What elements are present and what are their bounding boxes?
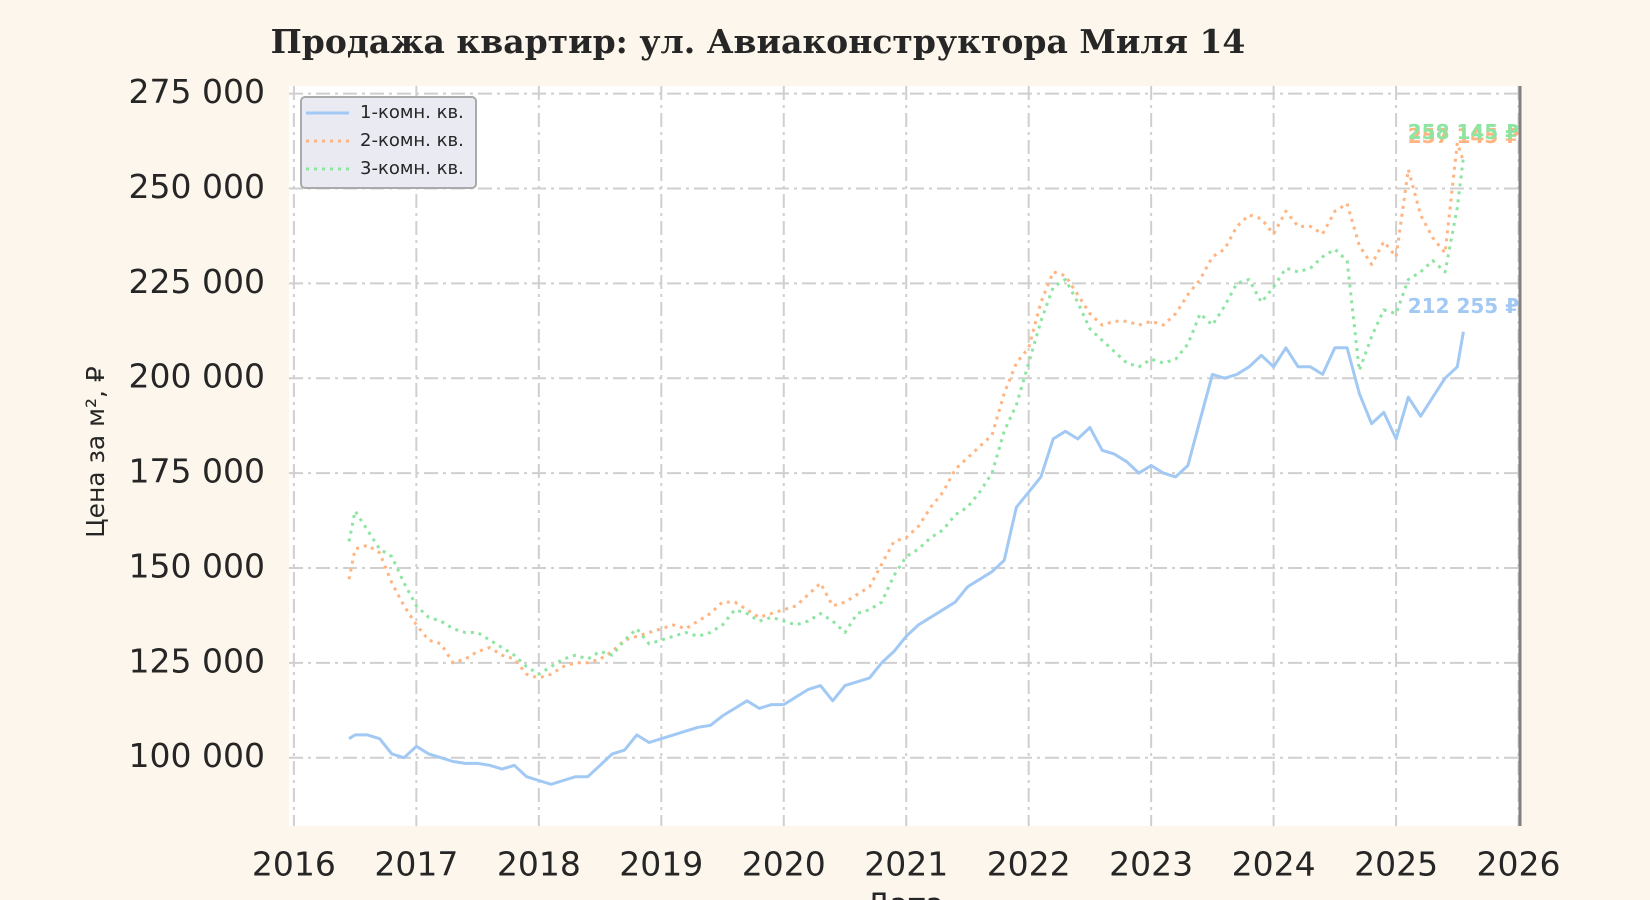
x-tick-label: 2022: [987, 845, 1071, 884]
x-tick-label: 2018: [497, 845, 581, 884]
x-tick-label: 2020: [742, 845, 826, 884]
lines: [347, 141, 1465, 786]
y-tick-label: 100 000: [129, 736, 265, 775]
end-label: 212 255 ₽: [1408, 294, 1519, 318]
x-tick-label: 2025: [1354, 845, 1438, 884]
x-tick-label: 2016: [252, 845, 336, 884]
series-line: [348, 331, 1465, 786]
y-tick-label: 250 000: [129, 167, 265, 206]
x-tick-label: 2019: [619, 845, 703, 884]
x-tick-label: 2017: [374, 845, 458, 884]
legend-label: 2-комн. кв.: [360, 130, 464, 151]
chart-title: Продажа квартир: ул. Авиаконструктора Ми…: [271, 22, 1246, 61]
legend-box: [300, 96, 477, 189]
y-tick-label: 150 000: [129, 546, 265, 585]
end-label: 258 145 ₽: [1408, 120, 1519, 144]
x-axis-label: Дата: [866, 888, 944, 900]
grid: [289, 86, 1521, 826]
y-tick-label: 275 000: [129, 72, 265, 111]
x-tick-label: 2023: [1109, 845, 1193, 884]
x-tick-label: 2024: [1232, 845, 1316, 884]
legend: 1-комн. кв. 2-комн. кв. 3-комн. кв.: [300, 96, 477, 189]
end-label: 257 145 ₽: [1408, 124, 1519, 148]
series-line: [347, 141, 1465, 680]
y-axis-label: Цена за м², ₽: [81, 366, 110, 538]
plot-area: [289, 86, 1521, 826]
x-tick-label: 2021: [864, 845, 948, 884]
y-tick-label: 225 000: [129, 262, 265, 301]
y-tick-label: 200 000: [129, 357, 265, 396]
y-tick-label: 175 000: [129, 452, 265, 491]
legend-label: 1-комн. кв.: [360, 102, 464, 123]
x-tick-label: 2026: [1477, 845, 1561, 884]
legend-label: 3-комн. кв.: [360, 158, 464, 179]
y-tick-label: 125 000: [129, 641, 265, 680]
